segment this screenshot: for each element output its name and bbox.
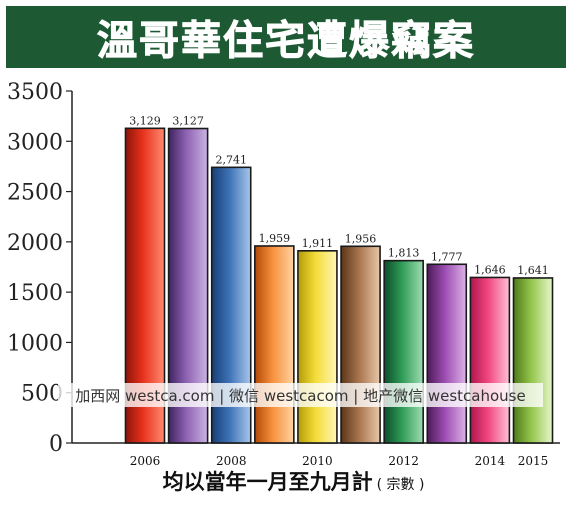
data-label-2007: 3,127 <box>172 115 204 128</box>
x-tick-label-2015: 2015 <box>518 454 549 468</box>
bar-2012 <box>383 259 424 444</box>
data-label-2011: 1,956 <box>345 232 377 245</box>
x-tick-labels-group: 2006 2008 2010 2012 2014 2015 <box>130 454 549 468</box>
bar-2014 <box>469 276 511 444</box>
data-label-2014: 1,646 <box>474 263 506 276</box>
x-axis-label-note: ( 宗數 ) <box>376 477 425 493</box>
bar-2015 <box>512 277 554 444</box>
y-tick-label: 1000 <box>7 331 63 356</box>
bar-2011 <box>340 245 381 444</box>
y-tick-label: 3500 <box>7 80 63 105</box>
y-axis: 0 500 1000 1500 2000 2500 3000 3500 <box>7 80 560 457</box>
watermark-text: 加西网 westca.com | 微信 westcacom | 地产微信 wes… <box>75 386 526 405</box>
x-tick-label-2010: 2010 <box>302 454 333 468</box>
data-label-2015: 1,641 <box>517 264 549 277</box>
x-axis-caption: 均以當年一月至九月計( 宗數 ) <box>0 466 587 496</box>
data-label-2010: 1,911 <box>302 237 334 250</box>
title-banner: 溫哥華住宅遭爆竊案 <box>6 6 566 68</box>
y-tick-label: 2500 <box>7 181 63 206</box>
x-tick-label-2012: 2012 <box>388 454 419 468</box>
bar-2009 <box>254 245 295 444</box>
y-tick-label: 0 <box>49 432 63 457</box>
x-tick-label-2006: 2006 <box>130 454 161 468</box>
data-label-2006: 3,129 <box>129 114 161 127</box>
x-tick-label-2014: 2014 <box>475 454 506 468</box>
data-label-2013: 1,777 <box>431 250 463 263</box>
watermark: 加西网 westca.com | 微信 westcacom | 地产微信 wes… <box>58 383 543 407</box>
y-tick-label: 500 <box>21 382 63 407</box>
bar-2013 <box>426 263 468 444</box>
x-axis-label: 均以當年一月至九月計 <box>162 470 373 494</box>
y-tick-label: 2000 <box>7 231 63 256</box>
data-label-2008: 2,741 <box>215 153 247 166</box>
data-label-2009: 1,959 <box>259 232 291 245</box>
data-labels-group: 3,129 3,127 2,741 1,959 1,911 1,956 1,813 1,777… <box>129 114 549 277</box>
y-tick-label: 3000 <box>7 130 63 155</box>
y-tick-label: 1500 <box>7 281 63 306</box>
x-tick-label-2008: 2008 <box>216 454 247 468</box>
chart-title: 溫哥華住宅遭爆竊案 <box>97 18 475 65</box>
bar-2010 <box>297 250 338 444</box>
data-label-2012: 1,813 <box>388 247 420 260</box>
